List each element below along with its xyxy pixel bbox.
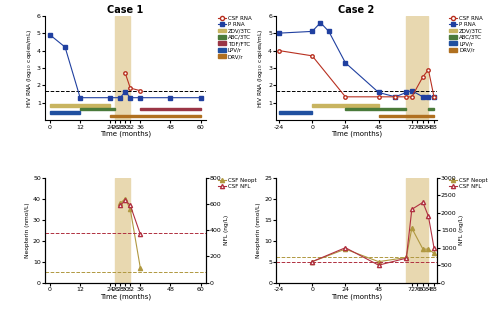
CSF RNA bbox=[309, 54, 315, 58]
Legend: CSF RNA, P RNA, ZDV/3TC, ABC/3TC, TDF/FTC, LPV/r, DRV/r: CSF RNA, P RNA, ZDV/3TC, ABC/3TC, TDF/FT… bbox=[218, 16, 252, 59]
CSF Neopt bbox=[138, 266, 143, 270]
P RNA bbox=[276, 31, 282, 35]
Bar bbox=[140, 108, 200, 110]
Bar bbox=[50, 111, 80, 114]
CSF Neopt bbox=[420, 247, 426, 251]
Bar bbox=[80, 108, 115, 110]
CSF Neopt bbox=[342, 247, 348, 251]
CSF Neopt bbox=[309, 260, 315, 263]
CSF Neopt bbox=[409, 226, 415, 230]
CSF Neopt bbox=[376, 260, 382, 263]
P RNA bbox=[198, 96, 203, 100]
CSF NFL bbox=[138, 232, 143, 236]
Bar bbox=[406, 178, 428, 283]
P RNA bbox=[309, 30, 315, 33]
P RNA bbox=[128, 96, 134, 100]
CSF RNA bbox=[426, 68, 432, 72]
P RNA bbox=[392, 95, 398, 99]
Bar bbox=[115, 16, 130, 120]
CSF NFL bbox=[426, 214, 432, 218]
CSF Neopt bbox=[118, 201, 124, 205]
Line: P RNA: P RNA bbox=[277, 21, 436, 99]
Bar bbox=[279, 111, 312, 114]
Legend: CSF RNA, P RNA, ZDV/3TC, ABC/3TC, LPV/r, DRV/r: CSF RNA, P RNA, ZDV/3TC, ABC/3TC, LPV/r,… bbox=[449, 16, 483, 53]
P RNA bbox=[426, 95, 432, 99]
P RNA bbox=[168, 96, 173, 100]
CSF RNA bbox=[342, 95, 348, 99]
CSF NFL bbox=[118, 203, 124, 207]
Legend: CSF Neopt, CSF NFL: CSF Neopt, CSF NFL bbox=[449, 178, 488, 189]
Line: CSF NFL: CSF NFL bbox=[310, 200, 436, 267]
CSF NFL bbox=[342, 246, 348, 250]
Y-axis label: Neopterin (nmol/L): Neopterin (nmol/L) bbox=[256, 203, 262, 258]
Bar bbox=[50, 105, 110, 107]
CSF NFL bbox=[128, 203, 134, 207]
CSF RNA bbox=[409, 95, 415, 99]
P RNA bbox=[342, 61, 348, 65]
CSF RNA bbox=[128, 86, 134, 90]
Line: CSF Neopt: CSF Neopt bbox=[310, 226, 436, 264]
P RNA bbox=[404, 90, 409, 94]
X-axis label: Time (months): Time (months) bbox=[100, 131, 151, 138]
CSF NFL bbox=[431, 246, 437, 250]
CSF NFL bbox=[309, 260, 315, 263]
Line: CSF NFL: CSF NFL bbox=[118, 198, 142, 236]
CSF Neopt bbox=[426, 247, 432, 251]
CSF NFL bbox=[122, 198, 128, 202]
CSF RNA bbox=[392, 95, 398, 99]
CSF RNA bbox=[431, 95, 437, 99]
CSF RNA bbox=[404, 95, 409, 99]
P RNA bbox=[107, 96, 113, 100]
P RNA bbox=[318, 21, 324, 24]
CSF RNA bbox=[138, 89, 143, 93]
P RNA bbox=[118, 96, 124, 100]
P RNA bbox=[431, 95, 437, 99]
Title: Case 1: Case 1 bbox=[107, 5, 144, 15]
P RNA bbox=[326, 30, 332, 33]
P RNA bbox=[420, 95, 426, 99]
Y-axis label: NFL (ng/L): NFL (ng/L) bbox=[460, 215, 464, 246]
Title: Case 2: Case 2 bbox=[338, 5, 374, 15]
Bar bbox=[115, 178, 130, 283]
P RNA bbox=[62, 45, 68, 49]
Bar bbox=[428, 108, 434, 110]
CSF NFL bbox=[409, 208, 415, 211]
CSF Neopt bbox=[404, 256, 409, 259]
Line: CSF RNA: CSF RNA bbox=[124, 72, 142, 92]
X-axis label: Time (months): Time (months) bbox=[100, 293, 151, 300]
P RNA bbox=[376, 90, 382, 94]
Bar bbox=[406, 16, 428, 120]
Bar bbox=[312, 105, 378, 107]
CSF NFL bbox=[404, 256, 409, 260]
Y-axis label: HIV RNA ($\log_{10}$ copies/mL): HIV RNA ($\log_{10}$ copies/mL) bbox=[25, 28, 34, 108]
Legend: CSF Neopt, CSF NFL: CSF Neopt, CSF NFL bbox=[218, 178, 256, 189]
P RNA bbox=[77, 96, 83, 100]
P RNA bbox=[47, 33, 53, 37]
X-axis label: Time (months): Time (months) bbox=[331, 131, 382, 138]
CSF RNA bbox=[376, 95, 382, 99]
P RNA bbox=[122, 90, 128, 94]
P RNA bbox=[138, 96, 143, 100]
CSF Neopt bbox=[431, 252, 437, 255]
CSF RNA bbox=[276, 49, 282, 52]
Y-axis label: HIV RNA ($\log_{10}$ copies/mL): HIV RNA ($\log_{10}$ copies/mL) bbox=[256, 28, 265, 108]
Y-axis label: Neopterin (nmol/L): Neopterin (nmol/L) bbox=[25, 203, 30, 258]
Line: P RNA: P RNA bbox=[48, 33, 203, 100]
P RNA bbox=[409, 89, 415, 93]
Line: CSF Neopt: CSF Neopt bbox=[118, 197, 142, 270]
Line: CSF RNA: CSF RNA bbox=[277, 49, 436, 99]
CSF Neopt bbox=[122, 197, 128, 201]
Bar bbox=[110, 115, 200, 117]
Y-axis label: NFL (ng/L): NFL (ng/L) bbox=[224, 215, 229, 246]
X-axis label: Time (months): Time (months) bbox=[331, 293, 382, 300]
CSF RNA bbox=[122, 71, 128, 75]
CSF NFL bbox=[420, 200, 426, 204]
CSF Neopt bbox=[128, 208, 134, 211]
CSF RNA bbox=[420, 75, 426, 78]
Bar bbox=[378, 115, 434, 117]
Bar bbox=[346, 108, 406, 110]
CSF NFL bbox=[376, 263, 382, 267]
